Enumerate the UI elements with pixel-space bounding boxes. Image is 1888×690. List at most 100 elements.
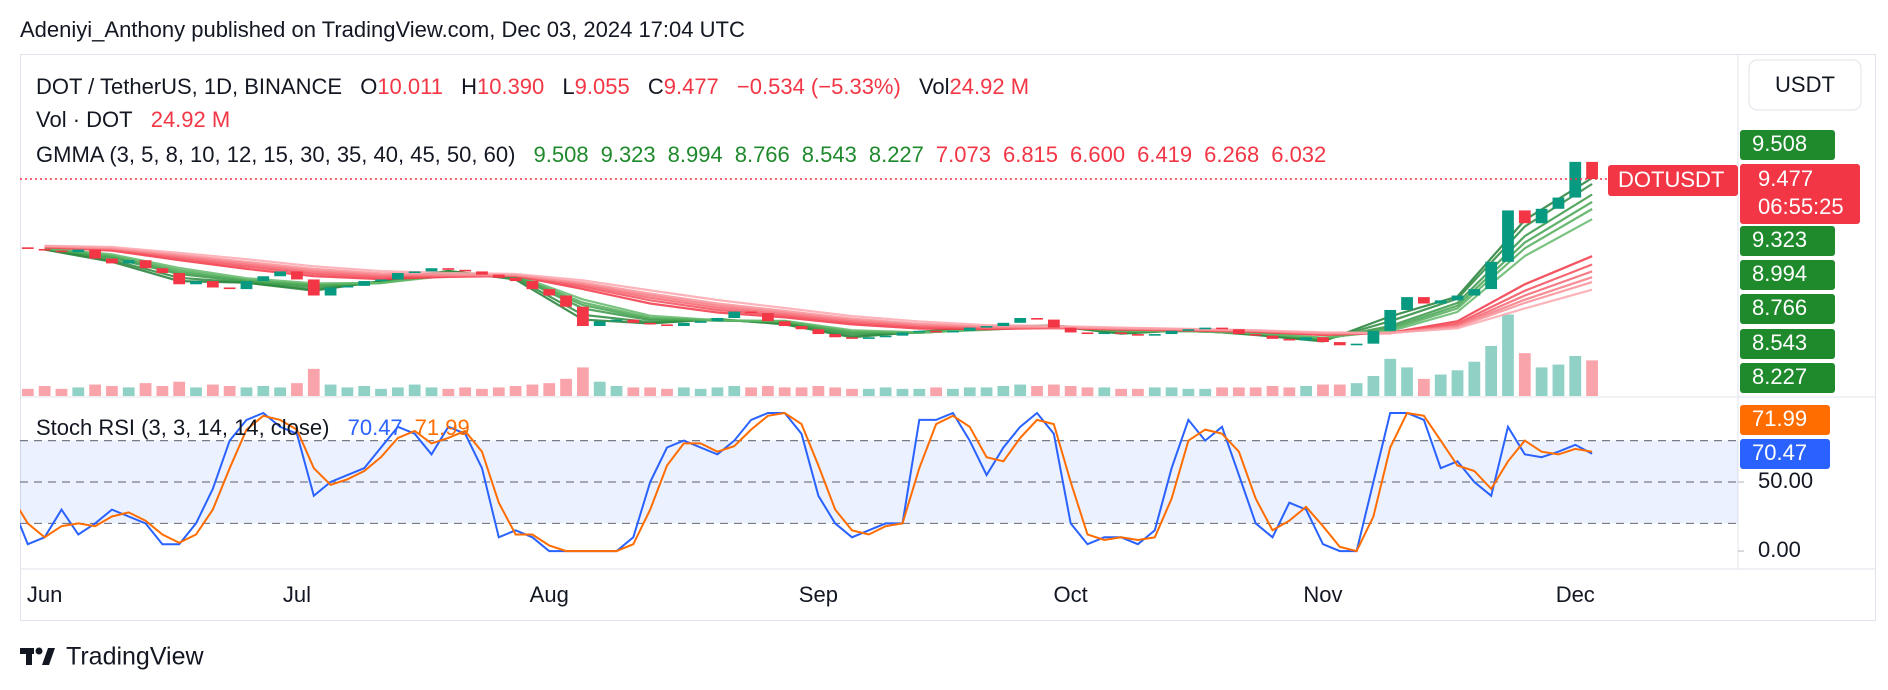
volume-bar <box>1165 387 1178 396</box>
volume-bar <box>1098 387 1111 396</box>
volume-bar <box>644 387 657 396</box>
candle-body <box>543 289 556 296</box>
candle-body <box>21 247 34 249</box>
gmma-axis-label-box <box>1740 226 1835 256</box>
volume-bar <box>762 385 774 396</box>
volume-bar <box>1047 384 1060 396</box>
volume-bar <box>526 384 539 396</box>
currency-label[interactable]: USDT <box>1775 72 1835 97</box>
candle-body <box>1350 343 1363 346</box>
candle-body <box>1518 210 1531 224</box>
candle-body <box>139 260 152 269</box>
volume-bar <box>1031 385 1043 396</box>
ohlc-label: L <box>562 74 575 99</box>
stoch-pane <box>20 411 1738 553</box>
ohlc-label: C <box>647 74 664 99</box>
stoch-value-box <box>1740 405 1830 435</box>
volume-bar <box>21 388 34 396</box>
currency-button[interactable] <box>1748 59 1862 111</box>
volume-bar <box>1535 367 1548 396</box>
gmma-legend: GMMA (3, 5, 8, 10, 12, 15, 30, 35, 40, 4… <box>36 141 1326 169</box>
x-tick-label: Nov <box>1303 582 1342 607</box>
volume-bar <box>1182 388 1195 396</box>
volume-bar <box>190 387 202 396</box>
candle-body <box>274 271 287 277</box>
volume-bar <box>476 388 488 396</box>
volume-bar <box>425 387 438 396</box>
candle-body <box>576 306 589 327</box>
axes: Jun Jul Aug Sep Oct Nov Dec 0.00 50.00 9.508 9.323… <box>27 130 1860 607</box>
stoch-value: 71.99 <box>414 415 470 440</box>
candle-body <box>896 332 909 336</box>
stoch-value-box <box>1740 439 1830 469</box>
volume-bar <box>846 388 858 396</box>
candle-body <box>1216 327 1228 330</box>
candle-body <box>1367 330 1380 344</box>
ohlc-label: H <box>461 74 477 99</box>
stoch-line <box>20 411 1593 553</box>
candle-body <box>257 276 270 282</box>
candle-body <box>1586 161 1598 180</box>
volume-bar <box>307 368 320 396</box>
volume-bar <box>980 387 993 396</box>
volume-bar <box>1317 384 1329 396</box>
gmma-axis-label: 8.227 <box>1752 364 1807 389</box>
candle-body <box>1401 297 1413 310</box>
x-tick-label: Jul <box>283 582 311 607</box>
volume-bar <box>1300 385 1313 396</box>
volume-bar <box>139 383 152 396</box>
candle-body <box>89 249 101 259</box>
volume-bar <box>391 387 404 396</box>
candle-body <box>190 281 202 285</box>
candle-body <box>291 271 303 280</box>
candle-body <box>156 268 169 274</box>
change: −0.534 (−5.33%) <box>736 74 901 99</box>
stoch-value-label: 71.99 <box>1752 406 1807 431</box>
volume-bar <box>1081 387 1094 396</box>
volume-bar <box>1232 387 1245 396</box>
candle-body <box>728 311 741 318</box>
countdown: 06:55:25 <box>1758 194 1844 219</box>
price-pane <box>20 161 1738 396</box>
candle-body <box>1249 334 1262 336</box>
volume-bar <box>778 387 791 396</box>
gmma-value: 7.073 <box>935 142 991 167</box>
candle-body <box>963 327 976 331</box>
candle-body <box>1535 208 1548 224</box>
stoch-value-label: 70.47 <box>1752 440 1807 465</box>
volume-bar <box>745 387 757 396</box>
gmma-line <box>44 244 1593 334</box>
candle-body <box>1182 329 1195 331</box>
candle-body <box>341 285 354 288</box>
candle-body <box>492 274 505 278</box>
ohlc-value: 10.011 <box>377 74 443 99</box>
volume-bar <box>274 387 287 396</box>
candle-body <box>762 313 774 322</box>
volume-bar <box>576 367 589 396</box>
candle-body <box>1014 317 1027 323</box>
volume-label: Vol <box>918 74 950 99</box>
volume-bar <box>997 385 1010 396</box>
gmma-value: 9.508 <box>533 142 589 167</box>
candle-body <box>930 330 942 333</box>
candle-body <box>122 260 135 264</box>
x-tick-label: Dec <box>1556 582 1595 607</box>
logo-icon <box>20 647 55 665</box>
logo-text: TradingView <box>66 643 205 671</box>
volume-bar <box>963 387 976 396</box>
candle-body <box>106 258 118 264</box>
candle-body <box>1098 332 1111 335</box>
volume-bar <box>829 387 842 396</box>
symbol: DOT / TetherUS, 1D, BINANCE <box>36 74 343 99</box>
volume-bar <box>1132 388 1144 396</box>
volume-bar <box>509 385 522 396</box>
candle-body <box>661 324 673 327</box>
candle-body <box>425 268 438 272</box>
gmma-axis-label-box <box>1740 294 1835 324</box>
volume-bar <box>1249 387 1262 396</box>
candle-body <box>1266 335 1279 339</box>
volume-value: 24.92 M <box>150 107 231 132</box>
last-price-box <box>1740 164 1860 224</box>
y-tick-label: 0.00 <box>1758 537 1801 562</box>
